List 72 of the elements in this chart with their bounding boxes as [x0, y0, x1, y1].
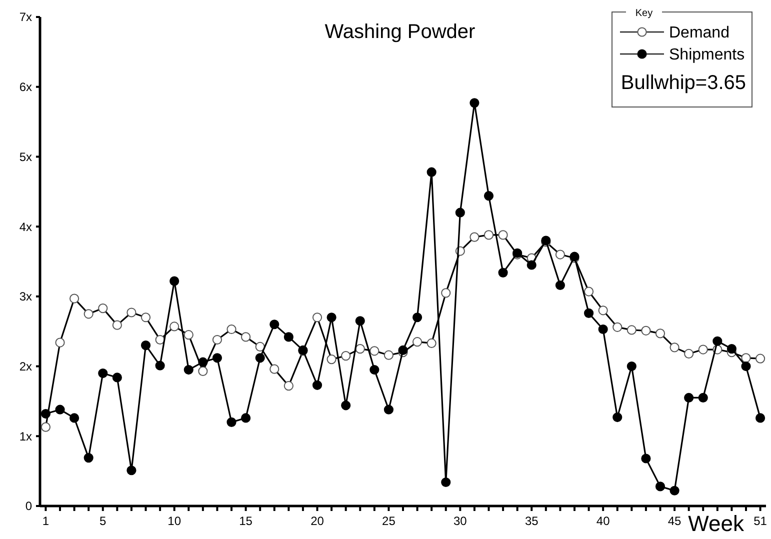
x-tick-label: 10	[168, 514, 182, 528]
point	[70, 413, 80, 423]
point	[598, 324, 608, 334]
point	[212, 353, 222, 363]
y-tick-label: 1x	[19, 429, 32, 444]
point	[355, 316, 365, 326]
x-tick-label: 40	[596, 514, 610, 528]
point	[341, 400, 351, 410]
point	[641, 454, 651, 464]
x-tick-label: 1	[42, 514, 50, 528]
point	[84, 453, 94, 463]
point	[284, 332, 294, 342]
point	[755, 413, 766, 423]
point	[526, 260, 536, 270]
point	[612, 412, 622, 422]
x-tick-label: 30	[453, 514, 468, 528]
x-tick-label: 45	[668, 514, 682, 528]
point	[670, 486, 680, 496]
point	[155, 360, 165, 370]
point	[226, 417, 236, 427]
point	[126, 466, 136, 476]
point	[741, 361, 751, 372]
point	[470, 98, 480, 108]
point	[98, 368, 108, 378]
y-tick-label: 6x	[19, 80, 32, 94]
point	[441, 477, 451, 488]
x-tick-label: 51	[754, 514, 768, 528]
point	[555, 280, 566, 290]
point	[184, 364, 194, 375]
point	[140, 340, 151, 350]
x-tick-label: 5	[100, 514, 107, 528]
point	[655, 482, 666, 492]
point	[312, 380, 322, 390]
point	[398, 345, 408, 356]
point	[712, 336, 722, 346]
point	[426, 167, 436, 177]
x-tick-label: 25	[382, 514, 396, 528]
x-axis-title: Week	[688, 511, 745, 536]
point	[584, 308, 594, 318]
point	[55, 404, 65, 414]
y-tick-label: 2x	[19, 359, 32, 374]
y-tick-label: 0	[25, 499, 32, 514]
chart-title: Washing Powder	[324, 21, 476, 43]
y-tick-label: 5x	[19, 150, 32, 164]
point	[198, 357, 208, 367]
point	[684, 392, 694, 403]
legend-label: Shipments	[669, 46, 745, 64]
point	[255, 353, 265, 363]
point	[370, 364, 380, 375]
point	[170, 276, 180, 286]
x-tick-label: 15	[239, 514, 253, 528]
point	[270, 320, 280, 330]
point	[484, 191, 494, 201]
annotation: Bullwhip=3.65	[620, 72, 746, 94]
point	[384, 404, 394, 414]
point	[726, 344, 736, 354]
point	[698, 392, 708, 403]
y-tick-label: 4x	[19, 220, 32, 234]
point	[412, 312, 422, 322]
legend-title: Key	[635, 8, 653, 19]
y-tick-label: 7x	[19, 10, 32, 24]
y-tick-label: 3x	[19, 290, 32, 304]
point	[326, 312, 336, 322]
point	[112, 372, 122, 382]
point	[40, 408, 51, 419]
x-tick-label: 20	[310, 514, 324, 528]
point	[498, 268, 508, 278]
x-tick-label: 35	[524, 514, 539, 528]
point	[240, 413, 251, 423]
point	[626, 361, 636, 372]
point	[455, 208, 465, 218]
legend-label: Demand	[669, 24, 730, 42]
